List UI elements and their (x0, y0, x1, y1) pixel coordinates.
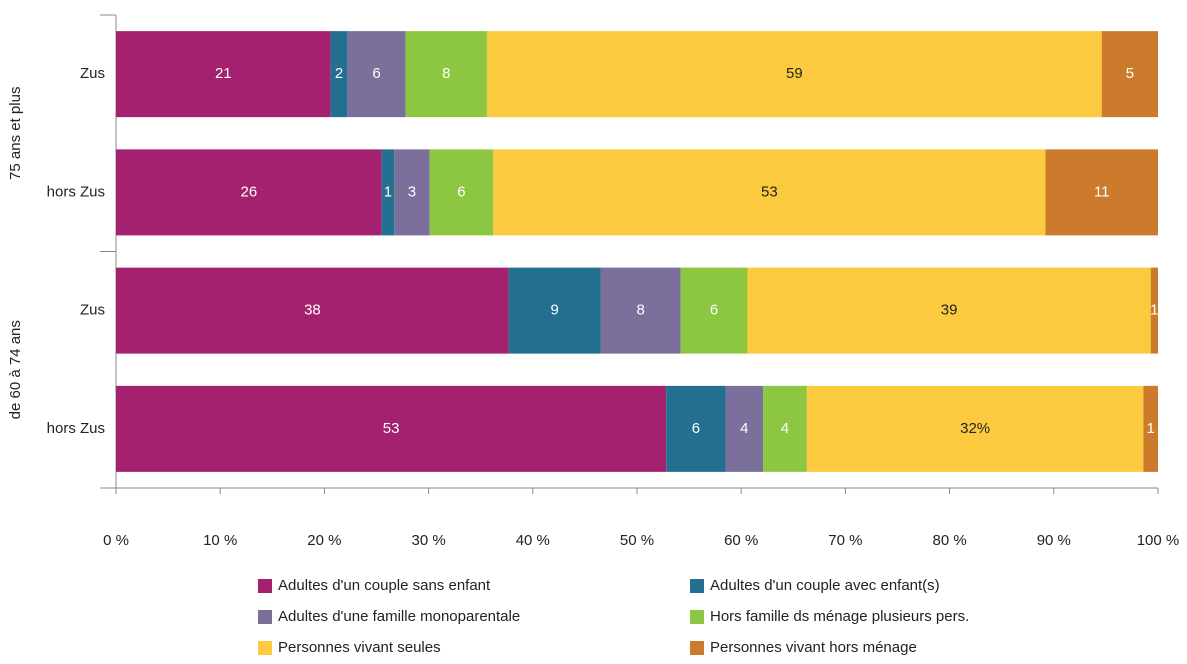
value-label: 6 (710, 302, 718, 319)
group-label: de 60 à 74 ans (7, 320, 24, 419)
value-label: 2 (335, 65, 343, 82)
group-label: 75 ans et plus (7, 87, 24, 180)
value-label: 6 (372, 65, 380, 82)
value-label: 8 (442, 65, 450, 82)
value-label: 59 (786, 65, 803, 82)
y-tick-label: Zus (80, 302, 105, 319)
legend-label: Hors famille ds ménage plusieurs pers. (710, 608, 969, 625)
bar-segment (1045, 149, 1158, 236)
bar-segment (1150, 267, 1158, 354)
legend-swatch (258, 579, 272, 593)
x-tick-label: 40 % (516, 532, 550, 549)
legend-swatch (690, 610, 704, 624)
bar-segment (347, 31, 406, 118)
bar-segment (116, 267, 509, 354)
value-label: 1 (1150, 302, 1158, 319)
y-tick-label: Zus (80, 65, 105, 82)
value-label: 53 (761, 183, 778, 200)
legend-swatch (690, 579, 704, 593)
bar-segment (508, 267, 601, 354)
legend-swatch (258, 641, 272, 655)
bar-segment (429, 149, 494, 236)
legend-label: Adultes d'un couple sans enfant (278, 577, 491, 594)
value-label: 6 (692, 420, 700, 437)
bar-segment (1101, 31, 1158, 118)
y-tick-label: hors Zus (47, 420, 105, 437)
x-tick-label: 50 % (620, 532, 654, 549)
value-label: 9 (551, 302, 559, 319)
x-tick-label: 60 % (724, 532, 758, 549)
legend-swatch (258, 610, 272, 624)
value-label: 26 (241, 183, 258, 200)
value-label: 5 (1126, 65, 1134, 82)
value-label: 1 (1147, 420, 1155, 437)
bar-segment (666, 385, 726, 472)
value-label: 4 (781, 420, 789, 437)
bar-segment (394, 149, 430, 236)
bar-segment (330, 31, 348, 118)
bar-segment (381, 149, 395, 236)
value-label: 38 (304, 302, 321, 319)
bar-segment (747, 267, 1151, 354)
legend-label: Personnes vivant seules (278, 639, 441, 656)
bar-segment (725, 385, 764, 472)
legend-label: Adultes d'une famille monoparentale (278, 608, 520, 625)
bar-segment (600, 267, 681, 354)
value-label: 6 (457, 183, 465, 200)
value-label: 4 (740, 420, 748, 437)
bar-segment (486, 31, 1102, 118)
x-tick-label: 10 % (203, 532, 237, 549)
bar-segment (116, 385, 667, 472)
value-label: 39 (941, 302, 958, 319)
bar-segment (680, 267, 748, 354)
x-tick-label: 100 % (1137, 532, 1180, 549)
legend-label: Adultes d'un couple avec enfant(s) (710, 577, 940, 594)
bar-segment (116, 149, 382, 236)
value-label: 32% (960, 420, 990, 437)
bar-segment (493, 149, 1046, 236)
x-tick-label: 20 % (307, 532, 341, 549)
bar-segment (1143, 385, 1158, 472)
y-tick-label: hors Zus (47, 183, 105, 200)
bar-segment (763, 385, 807, 472)
bar-segment (116, 31, 331, 118)
x-tick-label: 0 % (103, 532, 129, 549)
legend-swatch (690, 641, 704, 655)
value-label: 53 (383, 420, 400, 437)
value-label: 8 (636, 302, 644, 319)
x-tick-label: 80 % (932, 532, 966, 549)
legend-label: Personnes vivant hors ménage (710, 639, 917, 656)
x-tick-label: 70 % (828, 532, 862, 549)
x-tick-label: 90 % (1037, 532, 1071, 549)
value-label: 3 (408, 183, 416, 200)
value-label: 21 (215, 65, 232, 82)
bar-segment (806, 385, 1144, 472)
x-tick-label: 30 % (411, 532, 445, 549)
value-label: 1 (384, 183, 392, 200)
bar-segment (405, 31, 487, 118)
value-label: 11 (1094, 183, 1110, 200)
